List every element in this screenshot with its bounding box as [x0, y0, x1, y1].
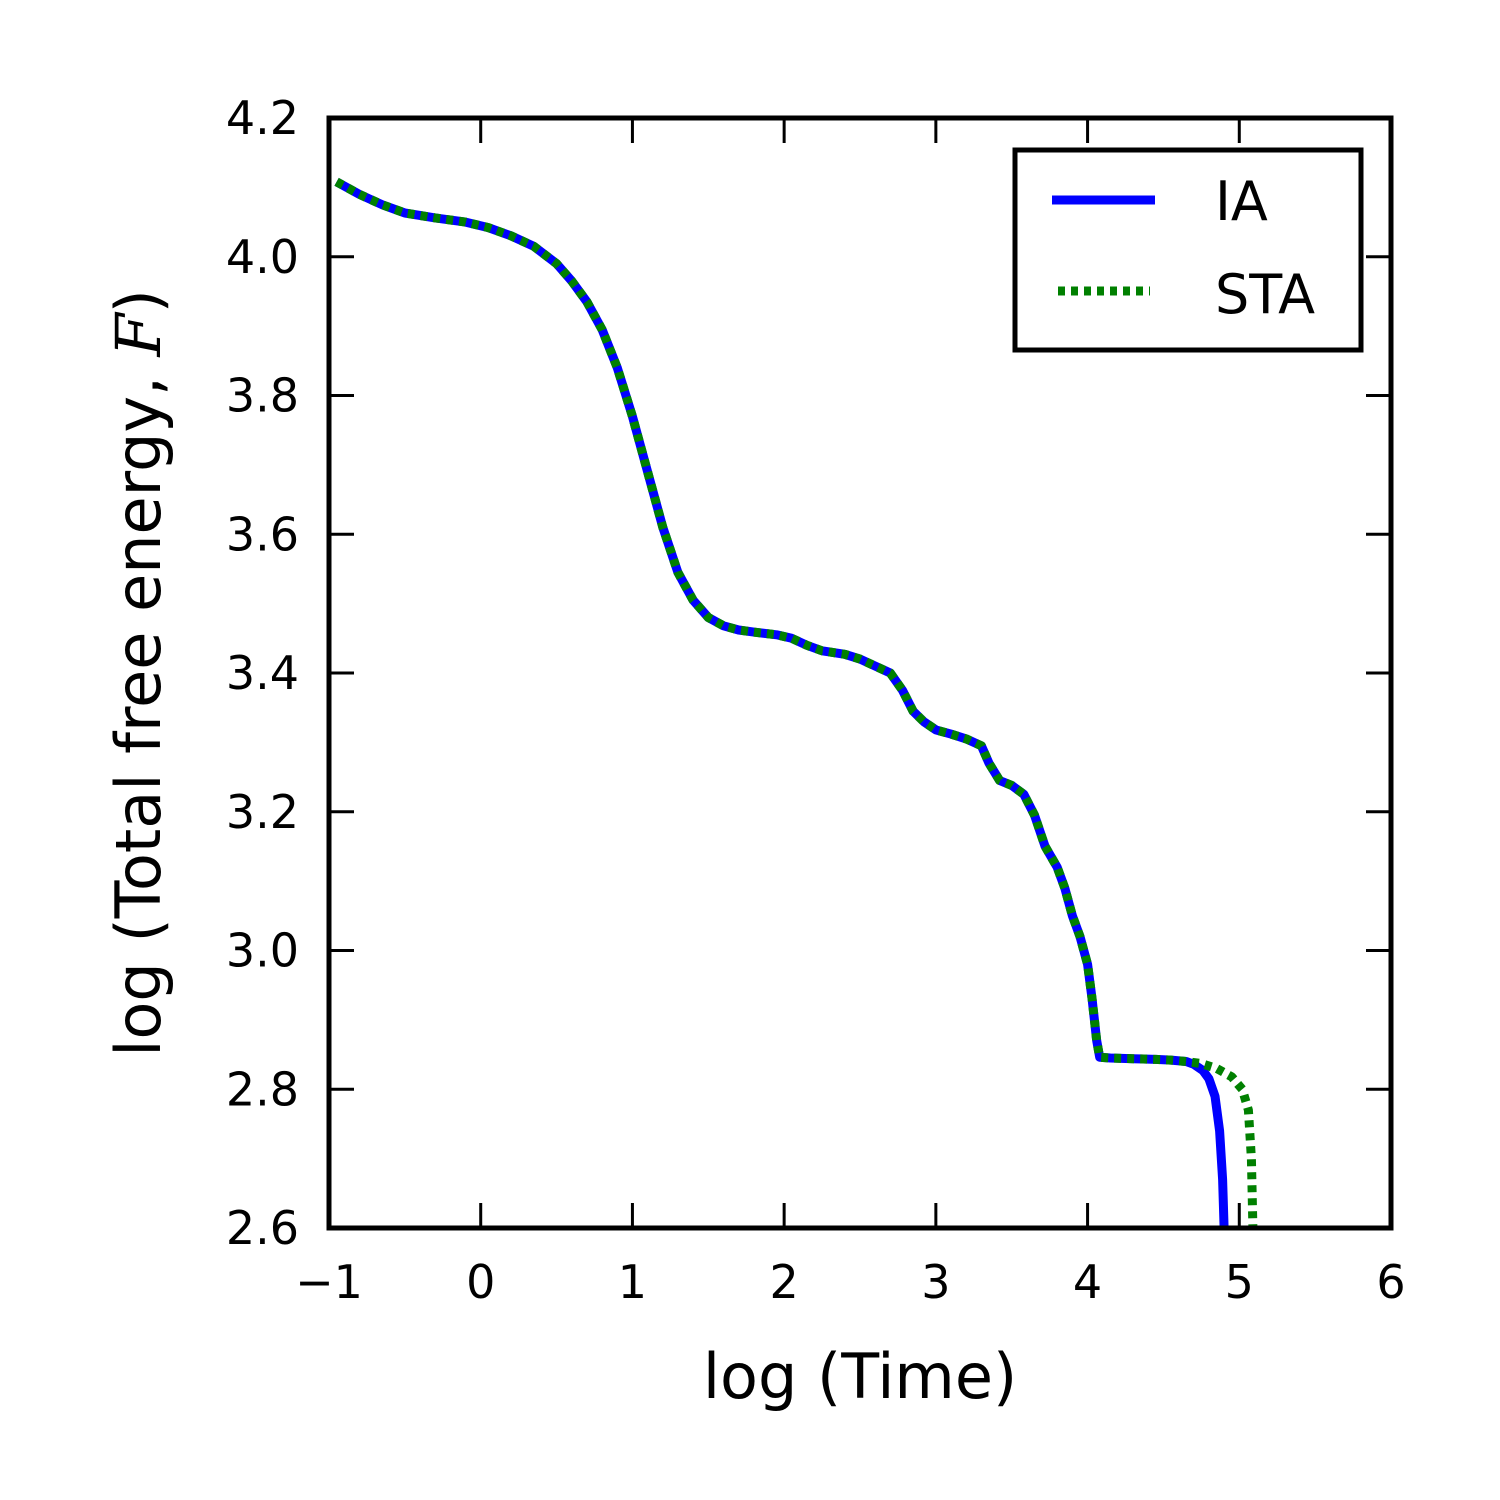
x-tick-label: 5 [1225, 1255, 1254, 1309]
x-tick-label: 0 [466, 1255, 495, 1309]
y-axis-ticks: 2.6 2.8 3.0 3.2 3.4 3.6 3.8 4.0 4.2 [226, 91, 1391, 1255]
y-tick-label: 3.4 [226, 646, 299, 700]
x-tick-label: 1 [618, 1255, 647, 1309]
y-tick-label: 2.6 [226, 1201, 299, 1255]
y-tick-label: 2.8 [226, 1062, 299, 1116]
x-tick-label: 2 [770, 1255, 799, 1309]
x-tick-label: 4 [1073, 1255, 1102, 1309]
y-tick-label: 3.6 [226, 507, 299, 561]
x-axis-ticks: −1 0 1 2 3 4 5 6 [295, 118, 1406, 1309]
y-tick-label: 3.0 [226, 924, 299, 978]
legend-box [1012, 147, 1364, 353]
y-tick-label: 3.2 [226, 785, 299, 839]
legend-label-ia: IA [1215, 170, 1268, 233]
x-tick-label: 3 [921, 1255, 950, 1309]
series-layer [334, 177, 1258, 1228]
y-axis-label: log (Total free energy, F) [102, 289, 175, 1057]
x-tick-label: 6 [1376, 1255, 1405, 1309]
x-axis-label: log (Time) [703, 1340, 1017, 1413]
y-tick-label: 3.8 [226, 369, 299, 423]
legend-label-sta: STA [1215, 263, 1315, 326]
series-line-sta [334, 177, 1258, 1228]
y-tick-label: 4.2 [226, 91, 299, 145]
x-tick-label: −1 [295, 1255, 363, 1309]
y-axis-label-suffix: ) [102, 289, 175, 313]
y-axis-label-prefix: log (Total free energy, [102, 356, 175, 1056]
y-tick-label: 4.0 [226, 230, 299, 284]
y-axis-label-symbol: F [102, 311, 175, 357]
legend: IA STA [1012, 147, 1364, 353]
